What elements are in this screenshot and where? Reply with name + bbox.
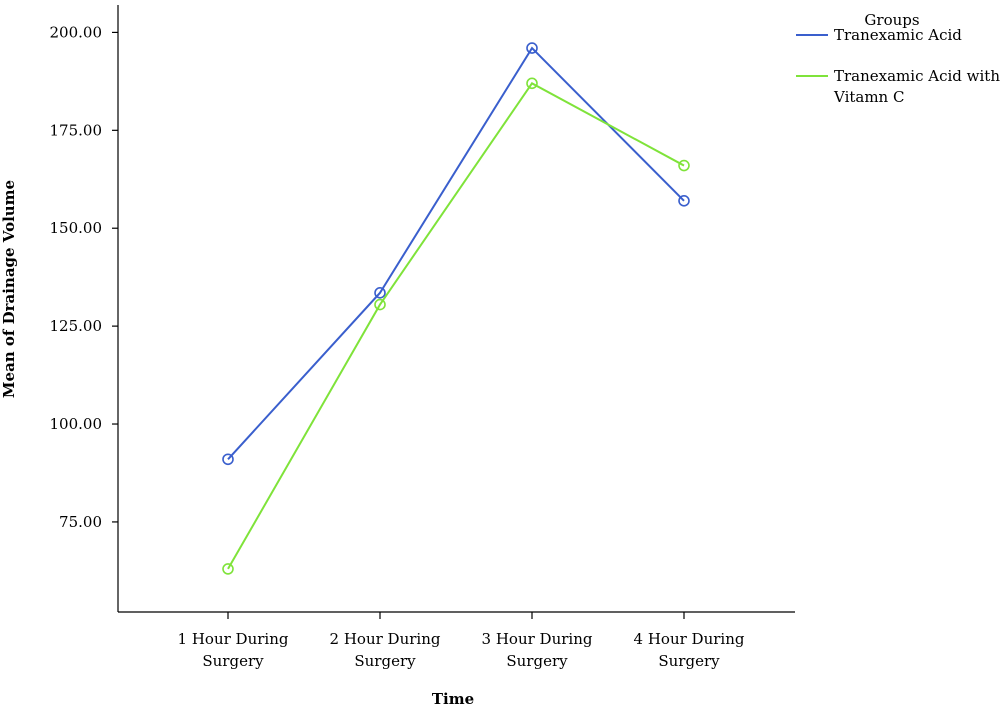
x-tick-label: 2 Hour During	[330, 630, 441, 648]
y-tick-label: 200.00	[50, 23, 103, 41]
x-axis-title: Time	[432, 690, 474, 708]
x-tick-label: 4 Hour During	[634, 630, 745, 648]
series-line-2	[227, 82, 685, 570]
y-tick-label: 175.00	[50, 121, 103, 139]
series-1-point	[374, 287, 386, 299]
series-1-point	[526, 42, 538, 54]
series-1-point	[678, 195, 690, 207]
y-tick-label: 125.00	[50, 317, 103, 335]
x-tick-label: Surgery	[354, 652, 416, 670]
series-layer	[222, 42, 690, 575]
y-tick-label: 100.00	[50, 415, 103, 433]
legend-label-2: Tranexamic Acid with	[834, 67, 1000, 85]
series-line-1	[227, 46, 685, 460]
x-tick-label: Surgery	[506, 652, 568, 670]
legend-title: Groups	[864, 11, 919, 29]
y-axis-title: Mean of Drainage Volume	[0, 180, 18, 398]
x-axis-ticks: 1 Hour During Surgery 2 Hour During Surgery…	[178, 612, 745, 670]
legend: Groups Tranexamic Acid Tranexamic Acid wi…	[796, 11, 1000, 106]
series-1-point	[222, 453, 234, 466]
y-tick-label: 150.00	[50, 219, 103, 237]
series-2-point	[222, 563, 234, 575]
x-tick-label: Surgery	[202, 652, 264, 670]
series-2-point	[526, 77, 538, 90]
legend-label-2: Vitamn C	[833, 88, 904, 106]
legend-label-1: Tranexamic Acid	[834, 26, 962, 44]
y-tick-label: 75.00	[59, 513, 102, 531]
x-tick-label: 1 Hour During	[178, 630, 289, 648]
y-axis-ticks: 75.00 100.00 125.00 150.00 175.00 200.00	[50, 23, 118, 531]
x-tick-label: 3 Hour During	[482, 630, 593, 648]
series-2-point	[374, 298, 386, 311]
x-tick-label: Surgery	[658, 652, 720, 670]
series-2-point	[678, 159, 690, 172]
